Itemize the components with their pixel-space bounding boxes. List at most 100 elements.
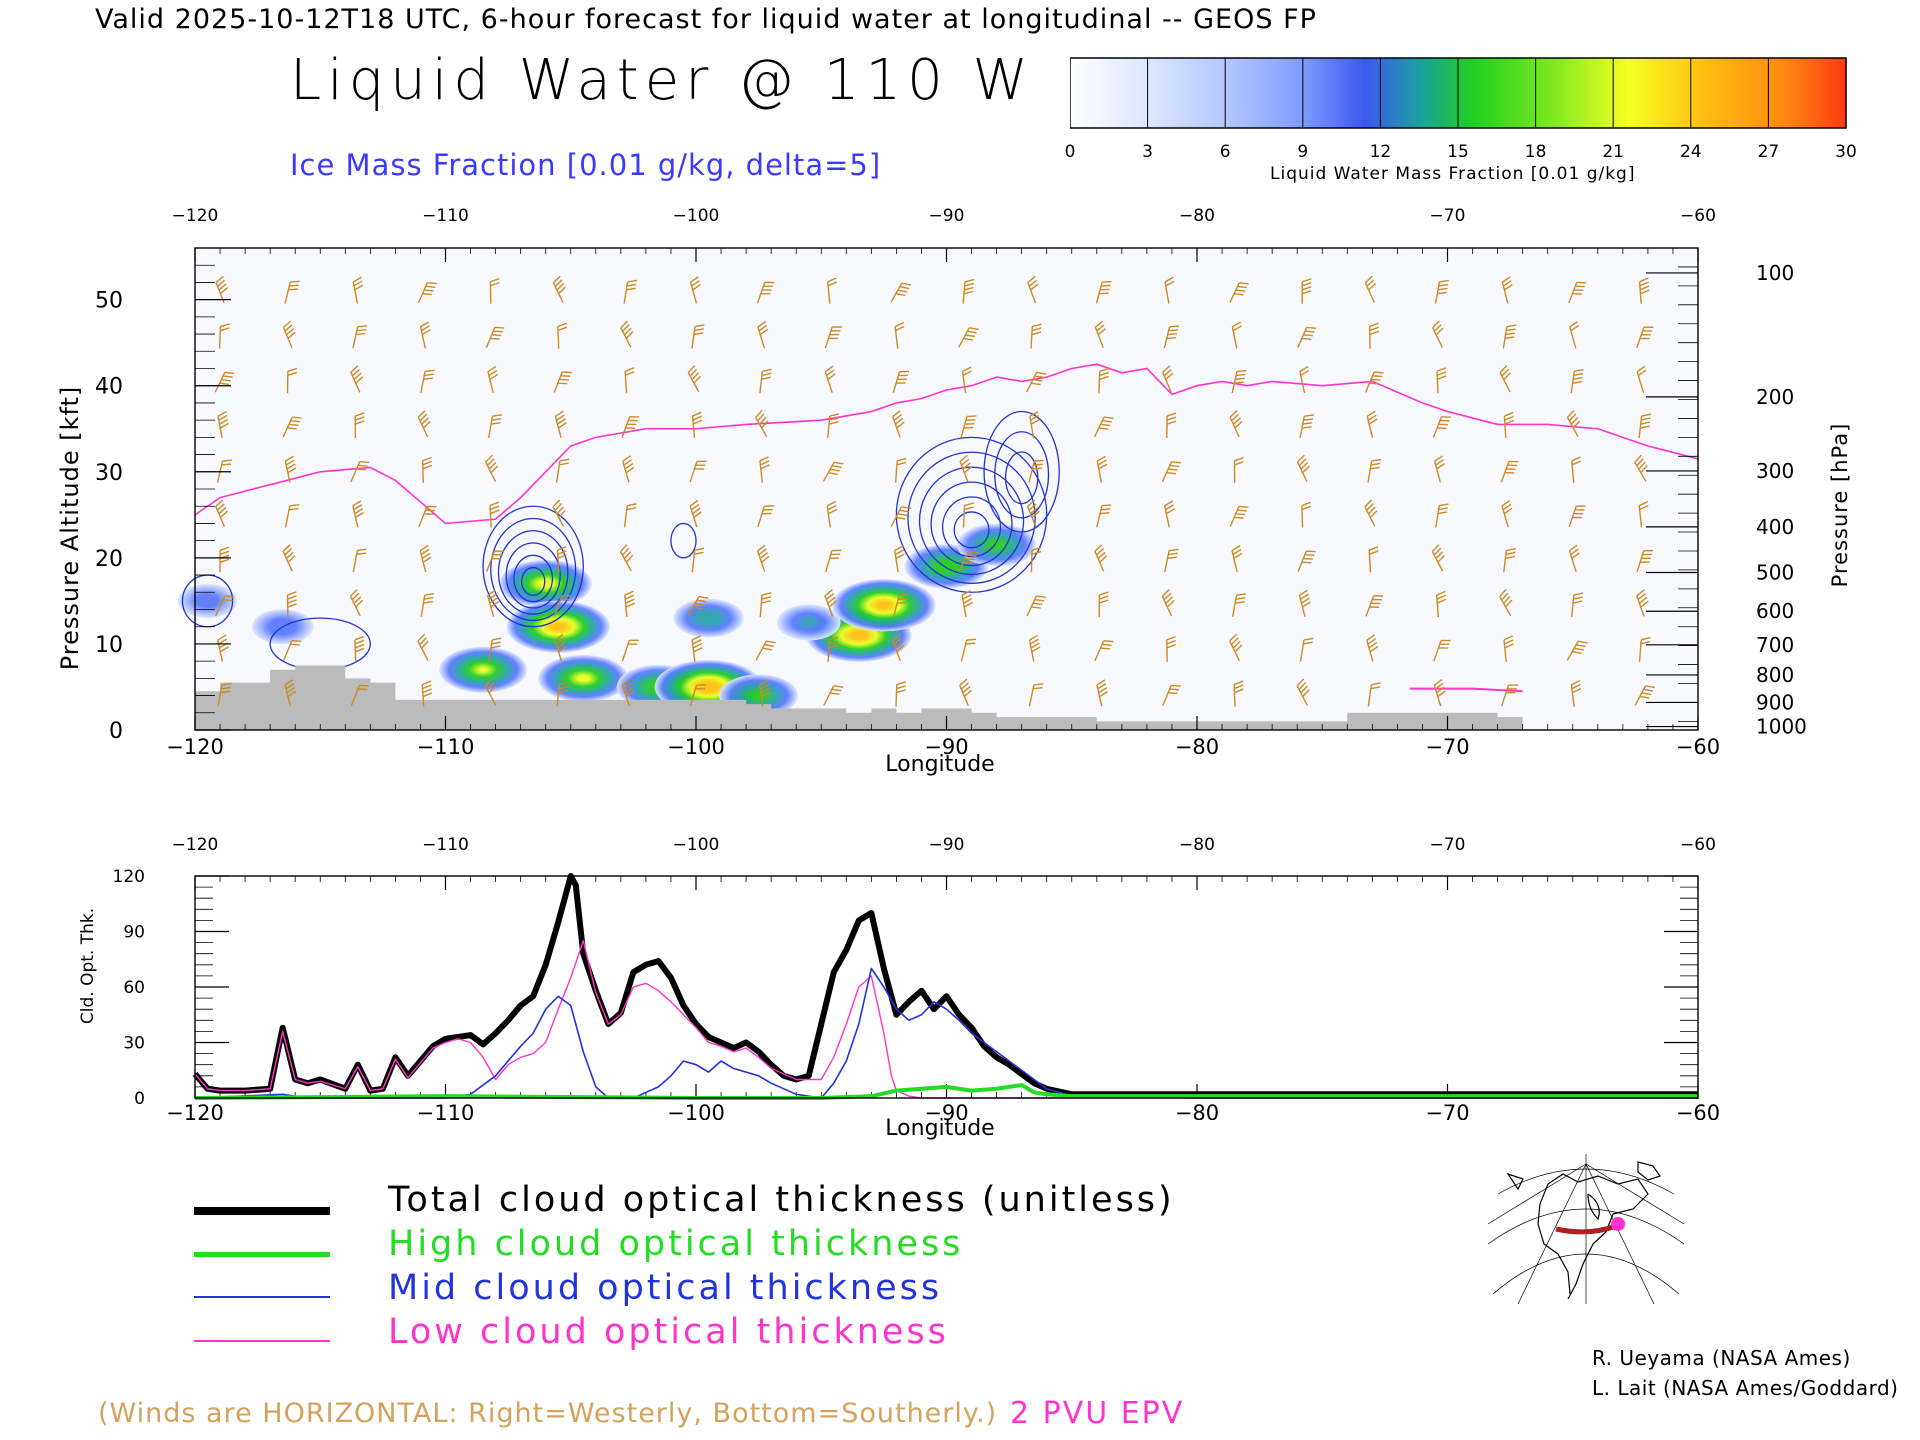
y-tick-label: 90 — [123, 923, 145, 943]
x-tick-label-top: −60 — [1680, 835, 1716, 855]
wind-barb — [1571, 456, 1582, 483]
ice-contour — [513, 554, 554, 603]
wind-barb — [1367, 682, 1381, 707]
wind-barb — [1435, 590, 1447, 618]
x-tick-label: −110 — [417, 735, 475, 759]
wind-barb — [1433, 678, 1446, 707]
wind-barb — [354, 412, 365, 439]
wind-barb — [485, 326, 505, 348]
wind-barb — [555, 458, 570, 483]
wind-barb — [691, 635, 703, 662]
wind-barb — [1027, 275, 1039, 304]
wind-barb — [827, 413, 840, 439]
wind-barb — [1435, 503, 1449, 528]
wind-barb — [1162, 365, 1174, 393]
wind-barb — [1365, 595, 1384, 617]
wind-barb — [1026, 499, 1040, 527]
colorbar-tick-label: 27 — [1757, 142, 1780, 162]
wind-barb — [1431, 544, 1445, 572]
wind-barb — [1568, 544, 1580, 572]
wind-barb — [1434, 279, 1449, 304]
pressure-tick-label: 100 — [1756, 261, 1794, 285]
wind-barb — [488, 414, 502, 438]
wind-barb — [1566, 640, 1588, 661]
liquid-water-cross-section: −120 −120 −110 −110 −100 −100 −90 −90 −80 −80 −70 −… — [95, 206, 1807, 759]
wind-barb — [827, 277, 838, 304]
wind-barb — [1026, 595, 1046, 617]
wind-barb — [755, 409, 769, 437]
wind-barb — [1436, 367, 1447, 394]
x-tick-label: −80 — [1175, 735, 1219, 759]
wind-barb — [825, 549, 842, 573]
wind-barb — [1301, 278, 1312, 304]
wind-barb — [354, 635, 365, 662]
wind-barb — [1299, 637, 1314, 662]
wind-barb — [350, 684, 369, 707]
wind-barb — [352, 276, 364, 304]
wind-barb — [691, 324, 705, 349]
ice-contour — [994, 431, 1050, 519]
wind-barb — [352, 548, 367, 573]
wind-barb — [621, 678, 635, 707]
x-tick-label: −90 — [924, 735, 968, 759]
wind-barb — [826, 500, 838, 528]
wind-barb — [1298, 589, 1311, 617]
x-tick-label-top: −70 — [1430, 835, 1466, 855]
wind-barb — [759, 368, 772, 394]
liquid-water-blob — [177, 583, 238, 619]
wind-barb — [554, 410, 567, 438]
wind-barb — [1231, 593, 1247, 618]
y-tick-label: 0 — [109, 719, 123, 744]
wind-barb — [890, 282, 912, 303]
wind-barb — [1502, 324, 1517, 349]
x-tick-label: −120 — [166, 1101, 224, 1120]
wind-barb — [1368, 322, 1379, 349]
wind-barb — [485, 454, 499, 482]
wind-barb — [352, 500, 364, 528]
ice-contour — [983, 410, 1060, 533]
y-axis-title-altitude: Pressure Altitude [kft] — [56, 385, 84, 671]
wind-barb — [1161, 461, 1181, 483]
wind-barb — [894, 321, 905, 349]
y-tick-label: 40 — [95, 375, 123, 400]
wind-barb — [1364, 371, 1384, 393]
wind-barb — [1570, 592, 1584, 618]
liquid-water-blob — [439, 646, 528, 693]
x-tick-label-top: −70 — [1430, 206, 1466, 226]
wind-barb — [962, 502, 974, 528]
terrain — [195, 665, 1523, 730]
wind-barb — [284, 679, 297, 707]
wind-barb — [1634, 454, 1648, 482]
ice-contour — [505, 542, 561, 609]
wind-barb — [417, 282, 437, 304]
wind-barb — [1503, 547, 1516, 573]
wind-barb — [1636, 365, 1647, 393]
wind-barb — [282, 639, 302, 662]
legend-label-total: Total cloud optical thickness (unitless) — [388, 1180, 1175, 1220]
y-tick-label: 30 — [95, 461, 123, 486]
wind-barb — [420, 369, 435, 394]
pressure-tick-label: 200 — [1756, 385, 1794, 409]
wind-barb — [1096, 455, 1108, 483]
ice-contour — [497, 530, 569, 615]
wind-barb — [1297, 550, 1316, 572]
wind-barb — [557, 322, 568, 349]
pv-2pvu-line — [194, 363, 1699, 525]
wind-barb — [960, 415, 977, 438]
wind-barb — [892, 410, 905, 438]
wind-barb — [759, 456, 770, 483]
colorbar-dividers — [1147, 58, 1769, 128]
ice-contour — [1004, 451, 1039, 505]
colorbar-tick-label: 24 — [1679, 142, 1702, 162]
wind-barb — [1166, 635, 1177, 662]
ice-contour — [482, 505, 584, 628]
colorbar-tick-label: 18 — [1524, 142, 1547, 162]
wind-barb — [687, 365, 701, 393]
credit-line-2: L. Lait (NASA Ames/Goddard) — [1592, 1376, 1899, 1400]
wind-barb — [824, 589, 837, 617]
wind-barb — [1166, 412, 1177, 439]
wind-barb — [1026, 371, 1047, 393]
wind-barb — [1500, 460, 1519, 483]
wind-barb — [1030, 546, 1042, 573]
wind-barb — [824, 365, 836, 393]
